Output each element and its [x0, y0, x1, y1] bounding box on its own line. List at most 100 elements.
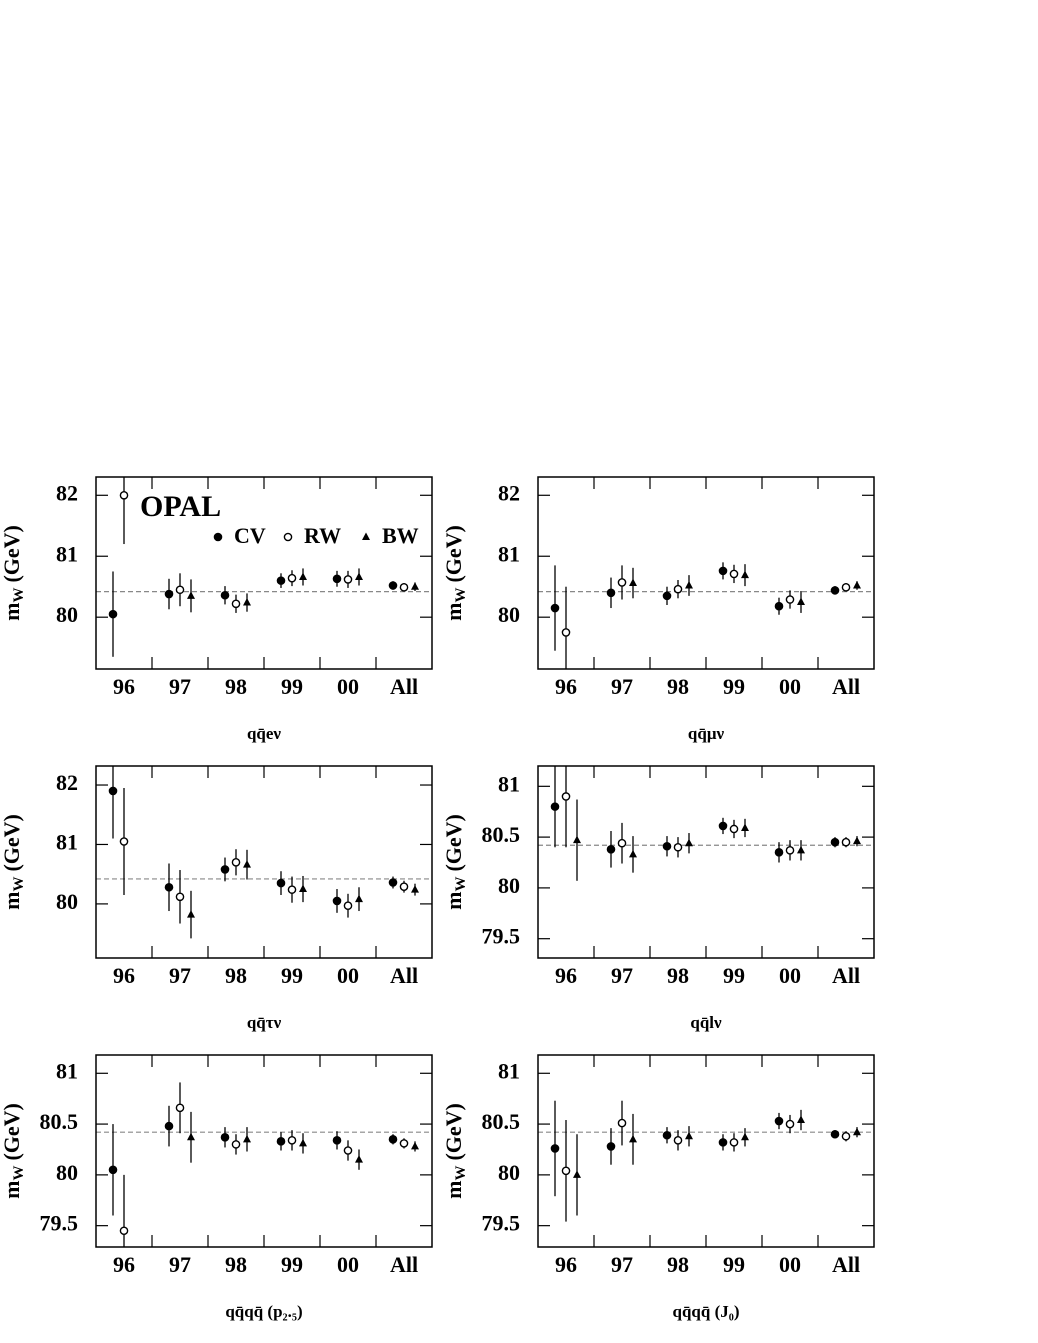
marker-triangle	[573, 835, 581, 844]
marker-open	[343, 1146, 353, 1155]
marker-open	[785, 595, 795, 604]
data-points	[550, 562, 861, 669]
panel: 80 81 82 96 97 98 99 00 All qq̄eν mW (GeV) OPAL CV RW B…	[0, 476, 433, 743]
marker-triangle	[243, 1134, 251, 1143]
data-points	[550, 766, 861, 881]
marker-open	[399, 583, 409, 592]
marker-triangle	[299, 884, 307, 893]
x-tick-label: 98	[667, 674, 689, 699]
marker-triangle	[362, 532, 370, 540]
marker-triangle	[411, 582, 419, 590]
x-tick-label: All	[390, 1252, 418, 1277]
marker-triangle	[243, 598, 251, 606]
marker-open	[231, 1140, 241, 1149]
marker-triangle	[685, 838, 693, 847]
marker-open	[287, 573, 297, 583]
plot-frame	[95, 476, 433, 670]
marker-triangle	[187, 1132, 195, 1141]
marker-open	[287, 1136, 297, 1145]
x-axis-label: qq̄lν	[690, 1013, 722, 1032]
marker-filled	[606, 845, 616, 854]
y-label-sub: W	[453, 1166, 469, 1181]
y-axis-label: mW (GeV)	[441, 525, 469, 621]
y-tick-label: 81	[56, 1058, 78, 1083]
marker-filled	[662, 841, 672, 851]
x-axis-label: qq̄qq̄ (J₀)	[673, 1302, 740, 1321]
marker-filled	[164, 1121, 174, 1131]
plot-frame	[537, 476, 875, 670]
x-tick-label: 98	[225, 674, 247, 699]
marker-open	[561, 792, 571, 801]
panel: 79.5 80 80.5 81 96 97 98 99 00 All qq̄qq̄ (J₀) mW (G…	[441, 1054, 875, 1321]
marker-triangle	[299, 1138, 307, 1147]
y-label-sub: W	[453, 588, 469, 603]
y-tick-label: 81	[498, 1058, 520, 1083]
marker-filled	[718, 566, 728, 576]
marker-open	[617, 838, 627, 848]
legend-label: BW	[382, 523, 419, 548]
marker-filled	[388, 581, 398, 590]
plot-frame	[95, 1054, 433, 1248]
x-tick-label: 98	[667, 1252, 689, 1277]
y-tick-label: 80.5	[40, 1109, 79, 1134]
marker-triangle	[797, 845, 805, 854]
marker-filled	[718, 1138, 728, 1147]
y-tick-label: 79.5	[482, 1211, 521, 1236]
panel: 79.5 80 80.5 81 96 97 98 99 00 All qq̄qq̄ (p₂.₅) mW…	[0, 1054, 433, 1321]
marker-triangle	[685, 580, 693, 589]
y-axis-label: mW (GeV)	[0, 814, 27, 910]
x-tick-label: 00	[779, 963, 801, 988]
marker-triangle	[187, 591, 195, 599]
marker-open	[561, 1166, 571, 1176]
marker-filled	[550, 1144, 560, 1153]
marker-filled	[332, 896, 342, 906]
marker-filled	[276, 878, 286, 888]
x-tick-label: 97	[169, 674, 191, 699]
y-tick-label: 82	[56, 480, 78, 505]
x-axis-label: qq̄μν	[688, 724, 725, 743]
data-points	[108, 766, 419, 939]
marker-triangle	[299, 572, 307, 580]
marker-open	[231, 599, 241, 609]
x-tick-label: 99	[281, 674, 303, 699]
marker-open	[119, 490, 129, 500]
y-axis-label: mW (GeV)	[0, 1103, 27, 1199]
y-tick-label: 81	[56, 541, 78, 566]
marker-filled	[774, 601, 784, 611]
y-label-unit: (GeV)	[441, 814, 466, 871]
y-label-unit: (GeV)	[0, 814, 24, 871]
marker-filled	[550, 603, 560, 613]
y-axis-label: mW (GeV)	[0, 525, 27, 621]
y-axis-label: mW (GeV)	[441, 1103, 469, 1199]
y-label-m: m	[441, 603, 466, 621]
y-tick-label: 80.5	[482, 822, 521, 847]
x-tick-label: 99	[281, 963, 303, 988]
y-axis-label: mW (GeV)	[441, 814, 469, 910]
y-label-sub: W	[11, 588, 27, 603]
marker-filled	[332, 1136, 342, 1145]
marker-open	[785, 1119, 795, 1129]
marker-open	[119, 837, 129, 846]
x-tick-label: All	[832, 1252, 860, 1277]
y-label-unit: (GeV)	[441, 525, 466, 582]
marker-open	[729, 569, 739, 579]
x-tick-label: 96	[113, 1252, 135, 1277]
y-tick-label: 80	[498, 1160, 520, 1185]
marker-triangle	[853, 1127, 861, 1136]
marker-filled	[550, 802, 560, 811]
x-tick-label: 96	[555, 1252, 577, 1277]
marker-triangle	[411, 1141, 419, 1150]
marker-filled	[220, 865, 230, 874]
x-tick-label: 97	[611, 963, 633, 988]
x-tick-label: All	[832, 963, 860, 988]
y-tick-label: 80	[56, 1160, 78, 1185]
x-tick-label: 00	[779, 674, 801, 699]
marker-open	[729, 1138, 739, 1147]
y-tick-label: 80	[56, 602, 78, 627]
marker-triangle	[629, 849, 637, 858]
marker-filled	[108, 1165, 118, 1175]
marker-triangle	[853, 836, 861, 845]
y-tick-label: 80	[56, 889, 78, 914]
marker-triangle	[355, 1155, 363, 1163]
